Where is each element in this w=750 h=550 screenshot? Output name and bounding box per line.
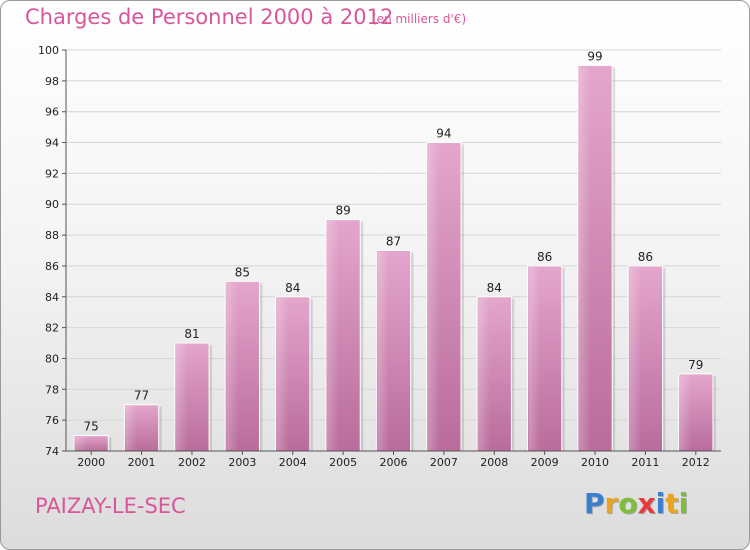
x-tick-label: 2000 xyxy=(77,456,105,469)
x-tick-label: 2011 xyxy=(631,456,659,469)
x-tick-label: 2003 xyxy=(228,456,256,469)
x-tick-label: 2001 xyxy=(128,456,156,469)
y-tick-label: 84 xyxy=(45,291,59,304)
bar-highlight xyxy=(175,344,188,450)
data-label: 87 xyxy=(386,235,401,249)
data-label: 79 xyxy=(688,358,703,372)
bar-highlight xyxy=(125,405,138,450)
y-tick-label: 92 xyxy=(45,167,59,180)
logo-letter: o xyxy=(618,487,638,520)
bar-highlight xyxy=(377,251,390,450)
x-tick-label: 2010 xyxy=(581,456,609,469)
data-label: 99 xyxy=(587,49,602,63)
data-label: 94 xyxy=(436,127,451,141)
x-tick-label: 2007 xyxy=(430,456,458,469)
y-tick-label: 80 xyxy=(45,352,59,365)
bar-highlight xyxy=(528,266,541,450)
x-tick-label: 2004 xyxy=(279,456,307,469)
x-tick-label: 2012 xyxy=(682,456,710,469)
bar-highlight xyxy=(226,282,239,450)
commune-name: PAIZAY-LE-SEC xyxy=(35,494,186,518)
y-tick-label: 82 xyxy=(45,322,59,335)
bar-highlight xyxy=(427,143,440,451)
y-tick-label: 90 xyxy=(45,198,59,211)
data-label: 86 xyxy=(537,250,552,264)
logo-letter: i xyxy=(655,487,666,520)
data-label: 77 xyxy=(134,389,149,403)
data-label: 89 xyxy=(335,204,350,218)
y-tick-label: 88 xyxy=(45,229,59,242)
data-label: 85 xyxy=(235,265,250,279)
bar-highlight xyxy=(276,297,289,450)
data-label: 86 xyxy=(638,250,653,264)
y-tick-label: 94 xyxy=(45,137,59,150)
x-tick-label: 2006 xyxy=(380,456,408,469)
data-label: 75 xyxy=(84,420,99,434)
y-tick-label: 86 xyxy=(45,260,59,273)
x-tick-label: 2009 xyxy=(531,456,559,469)
chart-title: Charges de Personnel 2000 à 2012 xyxy=(25,5,394,29)
bar-highlight xyxy=(478,297,491,450)
bar-highlight xyxy=(75,436,88,450)
data-label: 84 xyxy=(285,281,300,295)
bar-highlight xyxy=(629,266,642,450)
y-tick-label: 98 xyxy=(45,75,59,88)
data-label: 81 xyxy=(184,327,199,341)
y-tick-label: 100 xyxy=(38,44,59,57)
y-tick-label: 78 xyxy=(45,383,59,396)
y-tick-label: 74 xyxy=(45,445,59,458)
y-tick-label: 76 xyxy=(45,414,59,427)
logo-letter: x xyxy=(637,487,656,520)
chart-subtitle: (en milliers d'€) xyxy=(372,12,467,26)
bar-highlight xyxy=(326,220,339,450)
data-label: 84 xyxy=(487,281,502,295)
x-tick-label: 2005 xyxy=(329,456,357,469)
proxiti-logo: Proxiti xyxy=(584,487,688,520)
logo-letter: P xyxy=(584,487,605,520)
logo-letter: t xyxy=(665,487,679,520)
logo-letter: i xyxy=(678,487,689,520)
x-tick-label: 2002 xyxy=(178,456,206,469)
logo-letter: r xyxy=(604,487,619,520)
bar-highlight xyxy=(679,374,692,450)
x-tick-label: 2008 xyxy=(480,456,508,469)
y-tick-label: 96 xyxy=(45,106,59,119)
bar-highlight xyxy=(578,66,591,450)
